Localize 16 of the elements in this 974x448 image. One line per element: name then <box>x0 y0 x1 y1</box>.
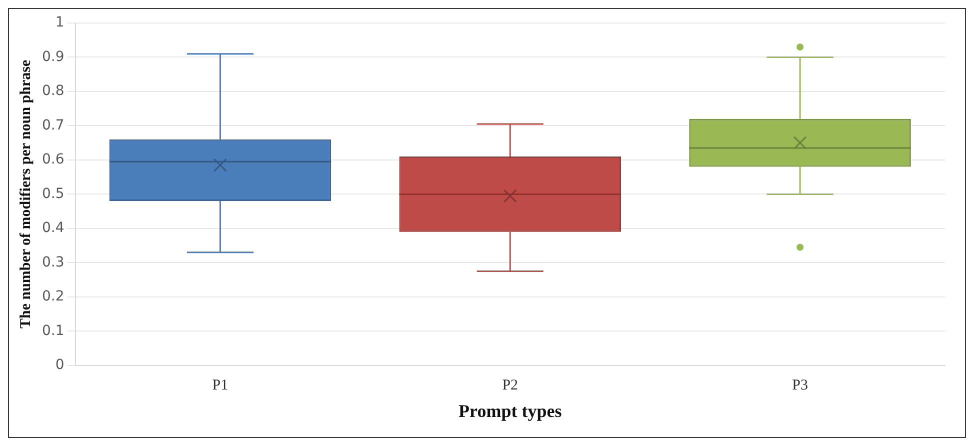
x-tick-label: P1 <box>212 377 228 394</box>
y-tick-label: 0.4 <box>42 220 64 236</box>
x-axis-title: Prompt types <box>458 400 562 421</box>
y-tick-label: 0.8 <box>42 83 64 100</box>
y-tick-label: 0.6 <box>42 152 64 168</box>
x-tick-label: P3 <box>792 377 808 394</box>
y-tick-label: 0.1 <box>42 322 64 339</box>
y-tick-label: 0.9 <box>42 48 64 65</box>
y-tick-label: 0.2 <box>42 288 64 305</box>
x-tick-label: P2 <box>502 377 518 394</box>
y-tick-label: 0.7 <box>42 117 64 134</box>
y-tick-label: 0.3 <box>42 254 64 270</box>
y-tick-label: 0.5 <box>42 186 64 202</box>
y-tick-label: 0 <box>55 357 64 374</box>
y-tick-label: 1 <box>55 14 64 31</box>
y-axis-title: The number of modifiers per noun phrase <box>18 60 34 329</box>
